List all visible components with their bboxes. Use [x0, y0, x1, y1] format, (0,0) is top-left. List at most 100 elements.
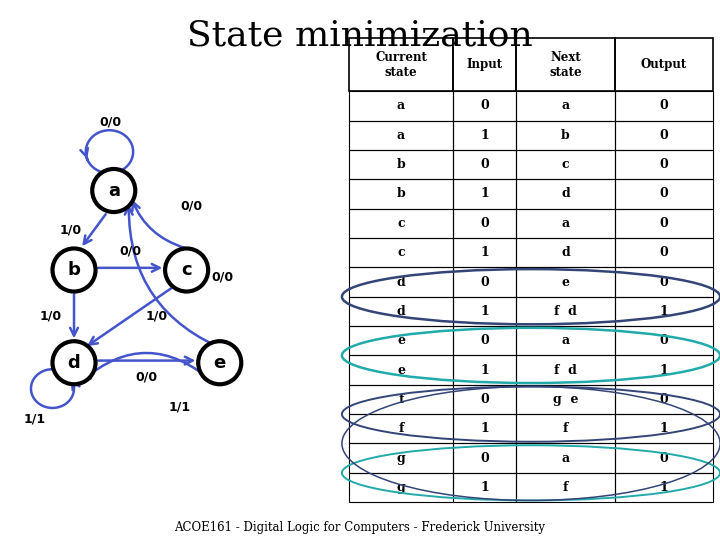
- Bar: [516, 267, 615, 296]
- Bar: [615, 179, 713, 208]
- Circle shape: [198, 341, 241, 384]
- Text: Current
state: Current state: [375, 51, 427, 78]
- Bar: [615, 150, 713, 179]
- Text: 0/0: 0/0: [99, 115, 122, 128]
- Bar: [615, 120, 713, 150]
- Bar: [516, 296, 615, 326]
- Text: d: d: [68, 354, 81, 372]
- Bar: [453, 296, 516, 326]
- Text: a: a: [562, 334, 570, 347]
- Text: 1/0: 1/0: [145, 310, 168, 323]
- Text: Output: Output: [641, 58, 687, 71]
- Text: 0: 0: [660, 99, 668, 112]
- Text: g  e: g e: [553, 393, 578, 406]
- Bar: [615, 296, 713, 326]
- Text: d: d: [397, 305, 405, 318]
- Text: 0/0: 0/0: [120, 245, 141, 258]
- Text: 1: 1: [480, 363, 489, 376]
- Bar: [615, 238, 713, 267]
- Text: b: b: [397, 187, 405, 200]
- Text: b: b: [561, 129, 570, 141]
- Text: e: e: [562, 275, 570, 288]
- Text: 1: 1: [480, 129, 489, 141]
- Text: f: f: [398, 422, 404, 435]
- Bar: [516, 355, 615, 385]
- Bar: [453, 238, 516, 267]
- Text: b: b: [68, 261, 81, 279]
- Text: 1: 1: [480, 187, 489, 200]
- Text: 0: 0: [480, 393, 489, 406]
- Text: a: a: [397, 129, 405, 141]
- Bar: [349, 355, 453, 385]
- Text: State minimization: State minimization: [187, 19, 533, 53]
- Bar: [349, 238, 453, 267]
- Bar: [516, 38, 615, 91]
- Bar: [453, 443, 516, 473]
- Bar: [453, 208, 516, 238]
- Text: g: g: [397, 481, 405, 494]
- Bar: [516, 120, 615, 150]
- Text: 1/1: 1/1: [23, 413, 45, 426]
- Text: e: e: [397, 363, 405, 376]
- Text: 1: 1: [660, 422, 668, 435]
- Bar: [615, 38, 713, 91]
- Text: 0: 0: [660, 158, 668, 171]
- Bar: [453, 267, 516, 296]
- Text: a: a: [562, 217, 570, 230]
- Bar: [349, 208, 453, 238]
- Text: e: e: [397, 334, 405, 347]
- Bar: [349, 443, 453, 473]
- Text: d: d: [397, 275, 405, 288]
- Bar: [453, 150, 516, 179]
- Bar: [453, 473, 516, 502]
- Bar: [349, 385, 453, 414]
- Text: Next
state: Next state: [549, 51, 582, 78]
- Text: 0: 0: [480, 275, 489, 288]
- Text: 0: 0: [480, 158, 489, 171]
- Text: 0/0: 0/0: [181, 200, 203, 213]
- Text: f  d: f d: [554, 305, 577, 318]
- Text: Input: Input: [467, 58, 503, 71]
- Text: f: f: [563, 481, 568, 494]
- Text: c: c: [397, 217, 405, 230]
- Text: 1: 1: [480, 481, 489, 494]
- Text: 0/0: 0/0: [136, 370, 158, 383]
- Text: 1/0: 1/0: [40, 310, 62, 323]
- Bar: [453, 38, 516, 91]
- Text: c: c: [397, 246, 405, 259]
- Text: 0: 0: [660, 334, 668, 347]
- Text: 1: 1: [660, 305, 668, 318]
- Bar: [516, 179, 615, 208]
- Bar: [615, 208, 713, 238]
- Text: 1/0: 1/0: [60, 224, 82, 237]
- Bar: [349, 296, 453, 326]
- Text: 0: 0: [660, 246, 668, 259]
- Text: 1: 1: [660, 363, 668, 376]
- Bar: [516, 208, 615, 238]
- Text: 0: 0: [480, 217, 489, 230]
- Bar: [453, 385, 516, 414]
- Bar: [516, 443, 615, 473]
- Bar: [615, 414, 713, 443]
- Bar: [516, 326, 615, 355]
- Bar: [453, 355, 516, 385]
- Bar: [349, 179, 453, 208]
- Bar: [615, 473, 713, 502]
- Bar: [615, 385, 713, 414]
- Bar: [453, 91, 516, 120]
- Text: f: f: [398, 393, 404, 406]
- Text: 1: 1: [660, 481, 668, 494]
- Text: e: e: [214, 354, 226, 372]
- Circle shape: [53, 341, 96, 384]
- Circle shape: [92, 169, 135, 212]
- Bar: [349, 326, 453, 355]
- Bar: [516, 473, 615, 502]
- Text: a: a: [108, 181, 120, 199]
- Text: 0: 0: [480, 451, 489, 464]
- Text: d: d: [561, 246, 570, 259]
- Text: 0/0: 0/0: [212, 270, 234, 283]
- Bar: [615, 91, 713, 120]
- Bar: [516, 150, 615, 179]
- Bar: [615, 267, 713, 296]
- Text: f  d: f d: [554, 363, 577, 376]
